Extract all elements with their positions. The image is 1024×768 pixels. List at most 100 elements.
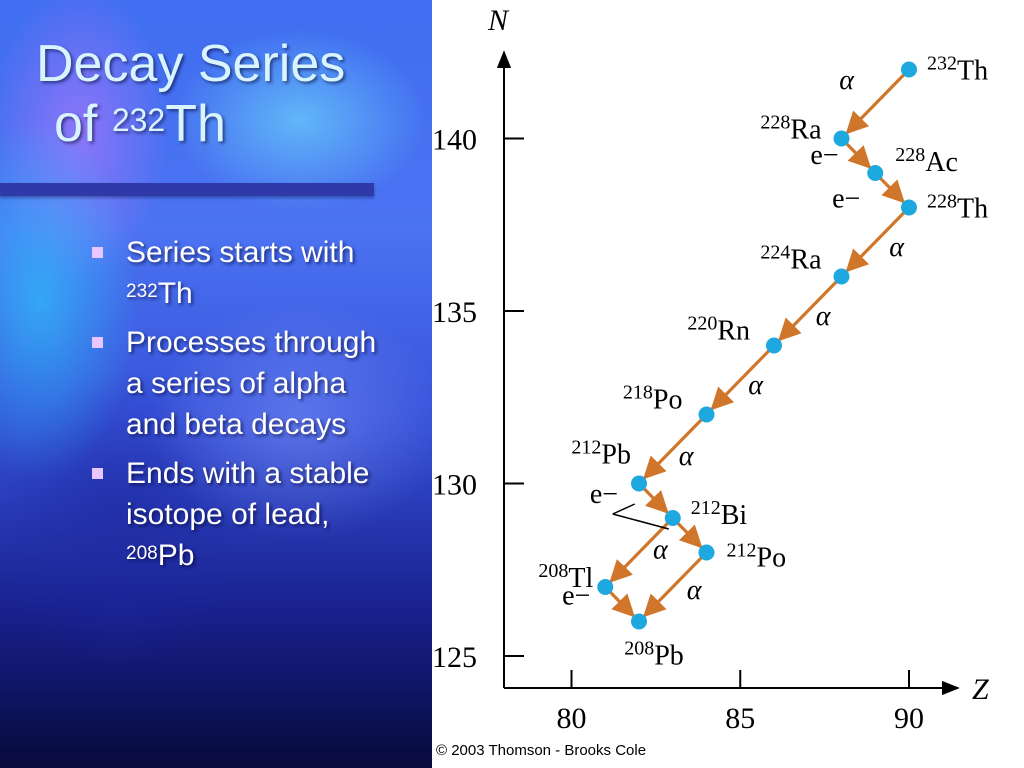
bullet-list: Series starts with 232Th Processes throu… — [86, 232, 386, 584]
title-line2: of 232Th — [36, 94, 345, 154]
nuclide-label-ac228: 228Ac — [895, 144, 958, 178]
nuclide-mass-number: 228 — [895, 144, 925, 166]
slide-text-panel: Decay Series of 232Th Series starts with… — [0, 0, 432, 768]
decay-arrow — [845, 142, 872, 169]
decay-arrow — [845, 73, 906, 135]
tick-group: 140 135 130 125 80 85 90 — [432, 124, 924, 736]
bullet-item: Processes through a series of alpha and … — [86, 322, 386, 445]
nuclide-point-po212 — [698, 544, 715, 561]
nuclide-label-po212: 212Po — [727, 540, 787, 574]
nuclide-mass-number: 208 — [538, 560, 568, 582]
nuclide-labels: 232Th228Ra228Ac228Th224Ra220Rn218Po212Pb… — [538, 53, 988, 672]
decay-arrow — [609, 590, 635, 618]
decay-arrow — [845, 211, 906, 273]
decay-arrow — [879, 176, 905, 204]
decay-arrow — [643, 556, 703, 618]
nuclide-point-th228 — [901, 199, 917, 216]
title-line1: Decay Series — [36, 35, 346, 93]
bullet-item: Series starts with 232Th — [86, 232, 386, 314]
bullet-item: Ends with a stable isotope of lead, 208P… — [86, 453, 386, 576]
title-underline-bar — [0, 183, 374, 196]
bullet-sup: 232 — [126, 281, 158, 302]
beta-decay-label: e− — [810, 140, 838, 171]
bullet-sup: 208 — [126, 543, 158, 564]
decay-arrow — [778, 280, 838, 342]
nuclide-label-th232: 232Th — [927, 53, 988, 87]
nuclide-symbol: Ra — [790, 115, 822, 146]
nuclide-point-po218 — [698, 406, 715, 423]
nuclide-mass-number: 220 — [687, 313, 717, 335]
beta-decay-label: e− — [832, 183, 860, 214]
alpha-decay-label: α — [748, 370, 764, 401]
nuclide-mass-number: 208 — [624, 638, 654, 660]
alpha-decay-label: α — [839, 65, 855, 96]
nuclide-point-ra228 — [833, 130, 850, 147]
nuclide-mass-number: 212 — [571, 437, 601, 459]
bullet-text: Ends with a stable isotope of lead, — [126, 457, 370, 531]
nuclide-mass-number: 212 — [727, 540, 757, 562]
nuclide-mass-number: 228 — [760, 112, 790, 134]
nuclide-mass-number: 218 — [623, 382, 653, 404]
x-tick-label: 85 — [725, 702, 755, 735]
square-bullet-icon — [92, 247, 103, 258]
nuclide-mass-number: 232 — [927, 53, 957, 75]
y-tick-label: 125 — [432, 641, 477, 674]
nuclide-symbol: Pb — [654, 641, 684, 672]
bi212-bracket-upper — [612, 503, 636, 515]
bullet-after: Pb — [157, 539, 195, 572]
nuclide-symbol: Po — [653, 385, 683, 416]
nuclide-symbol: Ac — [925, 147, 958, 178]
y-tick-label: 130 — [432, 469, 477, 502]
alpha-decay-label: α — [679, 441, 695, 472]
y-axis-label: N — [487, 4, 510, 37]
axes: N Z — [487, 4, 989, 706]
bi212-bracket-lower — [612, 513, 669, 530]
alpha-decay-label: α — [653, 535, 669, 566]
nuclide-point-bi212 — [664, 510, 681, 526]
nuclide-mass-number: 228 — [927, 191, 957, 213]
alpha-decay-label: α — [889, 232, 905, 263]
slide-title: Decay Series of 232Th — [36, 34, 345, 154]
bullet-text: Processes through a series of alpha and … — [126, 326, 377, 441]
nuclide-label-ra228: 228Ra — [760, 112, 822, 146]
title-element: Th — [165, 95, 226, 153]
nuclide-symbol: Bi — [721, 500, 748, 531]
nuclide-nodes — [597, 61, 917, 630]
nuclide-mass-number: 224 — [760, 242, 790, 264]
bullet-after: Th — [157, 277, 193, 310]
decay-arrow — [710, 349, 771, 411]
nuclide-mass-number: 212 — [691, 497, 721, 519]
square-bullet-icon — [92, 337, 103, 348]
nuclide-symbol: Po — [757, 543, 787, 574]
nuclide-symbol: Tl — [568, 563, 593, 594]
x-axis-label: Z — [972, 673, 989, 706]
nuclide-point-pb212 — [631, 475, 647, 492]
copyright-notice: © 2003 Thomson - Brooks Cole — [436, 742, 647, 759]
alpha-decay-label: α — [687, 575, 703, 606]
nuclide-label-rn220: 220Rn — [687, 313, 750, 347]
nuclide-label-po218: 218Po — [623, 382, 683, 416]
nuclide-point-pb208 — [631, 613, 647, 630]
decay-arrows — [609, 73, 906, 618]
x-tick-label: 80 — [557, 702, 587, 735]
nuclide-label-pb208: 208Pb — [624, 638, 684, 672]
bullet-text: Series starts with — [126, 236, 355, 269]
nuclide-label-pb212: 212Pb — [571, 437, 631, 471]
nuclide-label-bi212: 212Bi — [691, 497, 748, 531]
nuclide-point-rn220 — [766, 337, 782, 354]
nuclide-point-tl208 — [597, 579, 614, 595]
nuclide-point-ra224 — [833, 268, 850, 285]
y-tick-label: 135 — [432, 296, 477, 329]
x-tick-label: 90 — [894, 702, 924, 735]
nuclide-point-th232 — [901, 61, 917, 78]
nuclide-symbol: Ra — [790, 245, 822, 276]
beta-decay-label: e− — [590, 479, 618, 510]
title-prefix: of — [54, 95, 112, 153]
alpha-decay-label: α — [816, 301, 832, 332]
title-mass-number: 232 — [111, 102, 166, 138]
nuclide-label-th228: 228Th — [927, 191, 988, 225]
y-tick-label: 140 — [432, 124, 477, 157]
decay-arrow — [609, 521, 669, 583]
nuclide-symbol: Th — [957, 56, 988, 87]
